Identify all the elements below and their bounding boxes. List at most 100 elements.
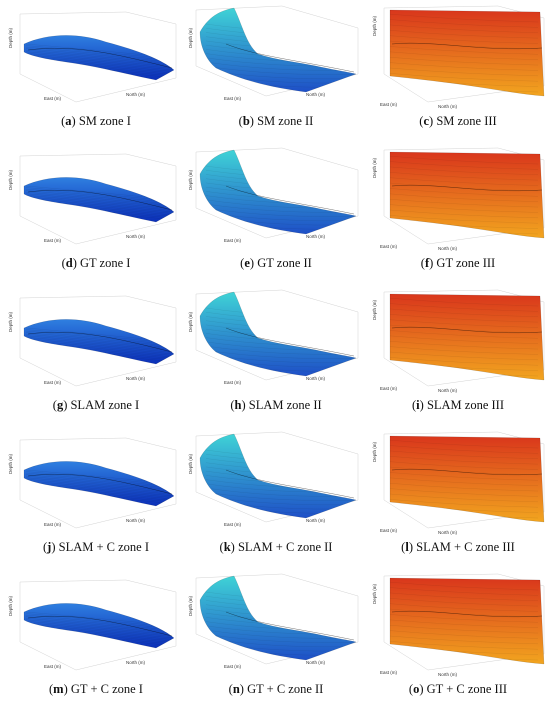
- panel-caption: (j) SLAM + C zone I: [42, 540, 149, 554]
- figure-panel-f: Depth (m) East (m) North (m) (f) GT zone II…: [368, 146, 548, 278]
- ridge-line: [225, 327, 355, 357]
- surface-plot: Depth (m) East (m) North (m): [188, 573, 359, 669]
- surface-plot: Depth (m) East (m) North (m): [8, 11, 177, 103]
- ridge-line: [27, 48, 173, 69]
- panel-caption-text: SM zone III: [436, 114, 497, 128]
- terrain-surface: [199, 291, 357, 377]
- terrain-surface: [23, 319, 175, 365]
- figure-panel-d: Depth (m) East (m) North (m) (d) GT zone I: [6, 146, 186, 278]
- figure-panel-h: Depth (m) East (m) North (m) (h) SLAM zone …: [186, 288, 366, 420]
- east-axis-label: East (m): [224, 664, 242, 669]
- panel-caption: (n) GT + C zone II: [228, 682, 324, 696]
- terrain-surface: [23, 603, 175, 649]
- figure-panel-a: Depth (m) East (m) North (m) (a) SM zone I: [6, 4, 186, 136]
- ridge-line: [225, 185, 355, 215]
- ridge-line: [225, 469, 355, 499]
- terrain-surface: [199, 433, 357, 519]
- surface-plot: Depth (m) East (m) North (m): [8, 153, 177, 245]
- panel-caption-text: GT zone III: [436, 256, 496, 270]
- ridge-line: [225, 43, 355, 73]
- north-axis-label: North (m): [306, 518, 326, 523]
- plot-area: Depth (m) East (m) North (m): [368, 572, 548, 678]
- surface-plot: Depth (m) East (m) North (m): [188, 431, 359, 527]
- north-axis-label: North (m): [126, 518, 146, 523]
- east-axis-label: East (m): [44, 664, 62, 669]
- terrain-surface: [389, 293, 545, 381]
- terrain-surface: [199, 149, 357, 235]
- axis-frame: [19, 295, 177, 387]
- surface-plot: Depth (m) East (m) North (m): [188, 147, 359, 243]
- depth-axis-label: Depth (m): [372, 15, 377, 36]
- north-axis-label: North (m): [438, 246, 458, 251]
- terrain-surface: [389, 151, 545, 239]
- north-axis-label: North (m): [306, 376, 326, 381]
- depth-axis-label: Depth (m): [8, 595, 13, 616]
- terrain-surface: [199, 575, 357, 661]
- figure-panel-l: Depth (m) East (m) North (m) (l) SLAM + C z…: [368, 430, 548, 562]
- plot-area: Depth (m) East (m) North (m): [186, 572, 366, 678]
- terrain-surface: [389, 9, 545, 97]
- surface-plot: Depth (m) East (m) North (m): [372, 147, 545, 251]
- east-axis-label: East (m): [380, 528, 398, 533]
- surface-plot: Depth (m) East (m) North (m): [8, 579, 177, 671]
- plot-area: Depth (m) East (m) North (m): [186, 4, 366, 110]
- ridge-line: [225, 611, 355, 641]
- plot-area: Depth (m) East (m) North (m): [368, 4, 548, 110]
- east-axis-label: East (m): [380, 386, 398, 391]
- depth-axis-label: Depth (m): [8, 311, 13, 332]
- panel-caption-text: GT zone I: [79, 256, 131, 270]
- east-axis-label: East (m): [44, 238, 62, 243]
- terrain-surface: [23, 177, 175, 223]
- plot-area: Depth (m) East (m) North (m): [368, 430, 548, 536]
- panel-letter: f: [424, 256, 430, 270]
- ridge-line: [391, 184, 543, 192]
- panel-caption: (i) SLAM zone III: [411, 398, 505, 412]
- panel-caption: (a) SM zone I: [61, 114, 131, 128]
- north-axis-label: North (m): [126, 234, 146, 239]
- depth-axis-label: Depth (m): [188, 453, 193, 474]
- surface-plot: Depth (m) East (m) North (m): [372, 573, 545, 677]
- panel-letter: m: [53, 682, 64, 696]
- panel-letter: a: [65, 114, 72, 128]
- surface-plot: Depth (m) East (m) North (m): [8, 437, 177, 529]
- figure-panel-o: Depth (m) East (m) North (m) (o) GT + C zon…: [368, 572, 548, 704]
- depth-axis-label: Depth (m): [188, 595, 193, 616]
- east-axis-label: East (m): [224, 96, 242, 101]
- panel-caption: (k) SLAM + C zone II: [219, 540, 333, 554]
- plot-area: Depth (m) East (m) North (m): [368, 146, 548, 252]
- plot-area: Depth (m) East (m) North (m): [6, 430, 186, 536]
- depth-axis-label: Depth (m): [372, 299, 377, 320]
- depth-axis-label: Depth (m): [188, 311, 193, 332]
- depth-axis-label: Depth (m): [8, 453, 13, 474]
- figure-panel-b: Depth (m) East (m) North (m) (b) SM zone II: [186, 4, 366, 136]
- figure-panel-n: Depth (m) East (m) North (m) (n) GT + C zon…: [186, 572, 366, 704]
- terrain-surface: [199, 7, 357, 93]
- north-axis-label: North (m): [438, 530, 458, 535]
- depth-axis-label: Depth (m): [372, 157, 377, 178]
- panel-caption-text: SLAM + C zone II: [237, 540, 333, 554]
- east-axis-label: East (m): [380, 102, 398, 107]
- north-axis-label: North (m): [306, 660, 326, 665]
- panel-letter: g: [56, 398, 64, 412]
- axis-frame: [19, 437, 177, 529]
- north-axis-label: North (m): [126, 376, 146, 381]
- figure-panel-m: Depth (m) East (m) North (m) (m) GT + C zon…: [6, 572, 186, 704]
- east-axis-label: East (m): [44, 522, 62, 527]
- terrain-surface: [23, 35, 175, 81]
- surface-plot: Depth (m) East (m) North (m): [372, 5, 545, 109]
- plot-area: Depth (m) East (m) North (m): [6, 572, 186, 678]
- panel-letter: n: [232, 682, 240, 696]
- north-axis-label: North (m): [438, 104, 458, 109]
- mesh-lines: [390, 581, 539, 661]
- mesh-lines: [390, 13, 539, 93]
- north-axis-label: North (m): [126, 660, 146, 665]
- east-axis-label: East (m): [44, 380, 62, 385]
- panel-caption: (m) GT + C zone I: [49, 682, 143, 696]
- panel-caption-text: GT + C zone I: [70, 682, 143, 696]
- panel-caption-text: SLAM + C zone I: [58, 540, 149, 554]
- panel-caption: (c) SM zone III: [419, 114, 497, 128]
- panel-caption-text: SLAM zone III: [426, 398, 505, 412]
- depth-axis-label: Depth (m): [8, 27, 13, 48]
- east-axis-label: East (m): [44, 96, 62, 101]
- panel-letter: j: [47, 540, 52, 554]
